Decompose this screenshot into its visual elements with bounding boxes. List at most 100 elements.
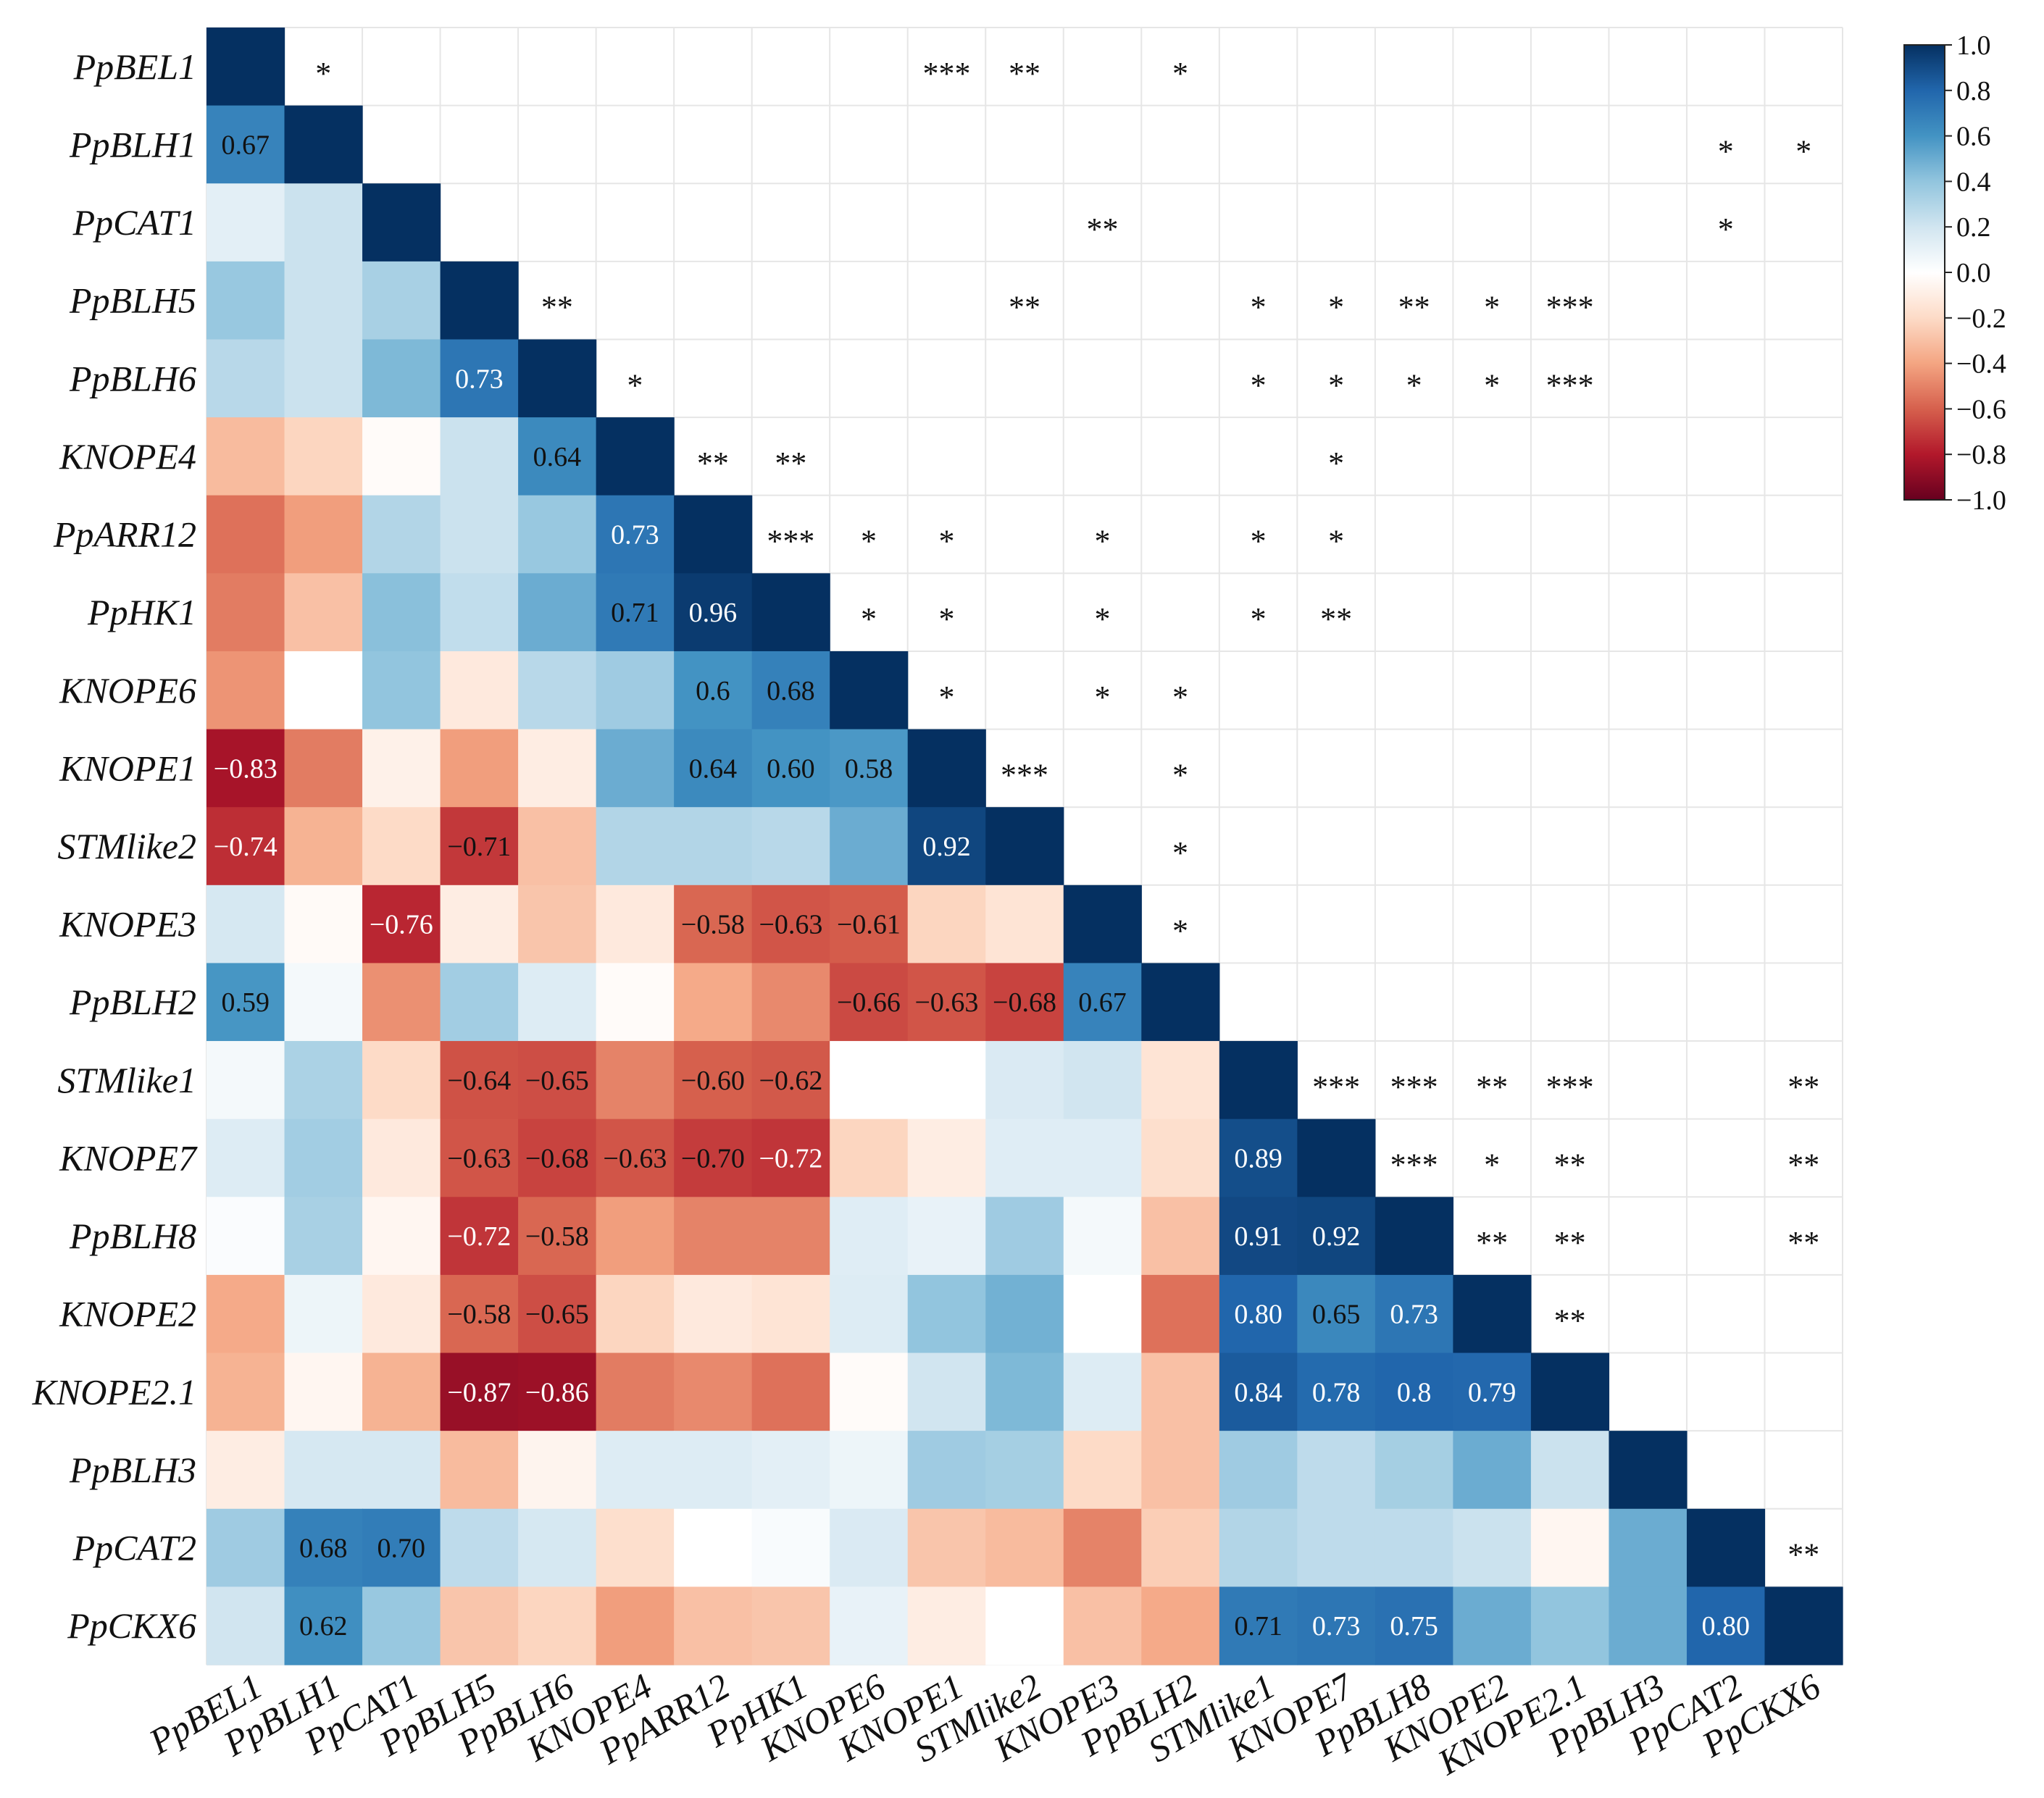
heatmap-cell (830, 651, 909, 730)
heatmap-cell (362, 1274, 441, 1354)
heatmap-cell (284, 339, 363, 418)
heatmap-cell (751, 1274, 830, 1354)
cell-value-label: 0.92 (922, 832, 971, 862)
heatmap-cell (284, 1274, 363, 1354)
cell-value-label: 0.91 (1234, 1221, 1282, 1252)
cell-value-label: 0.64 (533, 442, 582, 472)
heatmap-cell (362, 885, 441, 964)
heatmap-cell (1297, 1274, 1376, 1354)
heatmap-cell (985, 1431, 1064, 1510)
heatmap-cell (674, 1274, 753, 1354)
heatmap-cell (440, 885, 519, 964)
significance-mark: * (627, 367, 643, 403)
heatmap-cell (362, 417, 441, 496)
heatmap-cell (440, 1041, 519, 1120)
heatmap-cell (674, 885, 753, 964)
significance-mark: * (1172, 913, 1188, 949)
heatmap-cell (1219, 1197, 1298, 1276)
significance-mark: * (938, 524, 954, 559)
heatmap-cell (1375, 1274, 1453, 1354)
cell-value-label: −0.76 (370, 910, 433, 940)
significance-mark: ** (1398, 290, 1430, 325)
significance-mark: ** (1554, 1303, 1586, 1339)
heatmap-cell (440, 339, 519, 418)
heatmap-cell (440, 807, 519, 886)
cell-value-label: 0.73 (455, 364, 504, 394)
heatmap-cell (1609, 1431, 1688, 1510)
heatmap-cell (1297, 1508, 1376, 1587)
heatmap-cell (362, 963, 441, 1042)
cell-value-label: 0.96 (689, 598, 738, 628)
heatmap-cell (1530, 1352, 1610, 1431)
cell-value-label: −0.61 (837, 910, 901, 940)
heatmap-cell (1219, 1586, 1298, 1665)
row-label: STMlike2 (57, 826, 196, 866)
heatmap-cell (284, 1352, 363, 1431)
heatmap-cell (751, 729, 830, 808)
heatmap-cell (284, 963, 363, 1042)
heatmap-cell (674, 1586, 753, 1665)
cell-value-label: 0.80 (1701, 1611, 1750, 1642)
heatmap-cell (518, 729, 597, 808)
heatmap-cell (1219, 1118, 1298, 1197)
heatmap-cell (1063, 1118, 1142, 1197)
cell-value-label: −0.58 (681, 910, 745, 940)
heatmap-cell (1219, 1431, 1298, 1510)
significance-mark: * (1484, 367, 1500, 403)
cell-value-label: −0.63 (759, 910, 822, 940)
heatmap-cell (207, 729, 285, 808)
row-label: STMlike1 (57, 1060, 196, 1100)
heatmap-cell (1141, 1508, 1220, 1587)
significance-mark: * (1328, 524, 1344, 559)
cell-value-label: −0.63 (603, 1143, 667, 1174)
cell-value-label: 0.67 (1078, 987, 1127, 1018)
heatmap-cell (830, 1508, 909, 1587)
significance-mark: * (1095, 680, 1111, 715)
heatmap-cell (751, 807, 830, 886)
heatmap-cell (207, 1118, 285, 1197)
heatmap-cell (674, 1118, 753, 1197)
heatmap-cell (362, 1508, 441, 1587)
cell-value-label: 0.59 (222, 987, 270, 1018)
heatmap-cell (985, 1041, 1064, 1120)
heatmap-cell (907, 1118, 986, 1197)
heatmap-cell (518, 1041, 597, 1120)
heatmap-cell (1141, 1274, 1220, 1354)
row-label: PpBLH1 (69, 124, 196, 164)
heatmap-cell (1063, 1586, 1142, 1665)
heatmap-cell (1297, 1431, 1376, 1510)
cell-value-label: 0.73 (1390, 1300, 1438, 1330)
heatmap-cell (1141, 1041, 1220, 1120)
significance-mark: *** (1546, 367, 1594, 403)
colorbar-tick-label: −1.0 (1956, 485, 2006, 516)
heatmap-cell (284, 417, 363, 496)
heatmap-cell (596, 417, 675, 496)
heatmap-cell (284, 729, 363, 808)
heatmap-cell (751, 1431, 830, 1510)
heatmap-cell (1219, 1041, 1298, 1120)
cell-value-label: −0.58 (525, 1221, 589, 1252)
heatmap-cell (362, 573, 441, 652)
heatmap-cell (1063, 885, 1142, 964)
heatmap-cell (284, 495, 363, 574)
heatmap-cell (440, 417, 519, 496)
heatmap-cell (207, 885, 285, 964)
significance-mark: ** (541, 290, 573, 325)
heatmap-cell (1141, 1352, 1220, 1431)
heatmap-cell (207, 105, 285, 184)
cell-value-label: 0.73 (1312, 1611, 1361, 1642)
heatmap-cell (1609, 1508, 1688, 1587)
heatmap-cell (1686, 1508, 1766, 1587)
heatmap-cell (284, 807, 363, 886)
heatmap-cell (518, 1352, 597, 1431)
significance-mark: * (1095, 601, 1111, 637)
heatmap-cell (985, 1586, 1064, 1665)
row-label: PpBEL1 (73, 46, 196, 87)
heatmap-cell (440, 495, 519, 574)
heatmap-cell (362, 1352, 441, 1431)
heatmap-cell (596, 807, 675, 886)
cell-value-label: −0.83 (214, 753, 278, 784)
significance-mark: * (1328, 446, 1344, 481)
heatmap-cell (518, 1508, 597, 1587)
significance-mark: * (1484, 290, 1500, 325)
